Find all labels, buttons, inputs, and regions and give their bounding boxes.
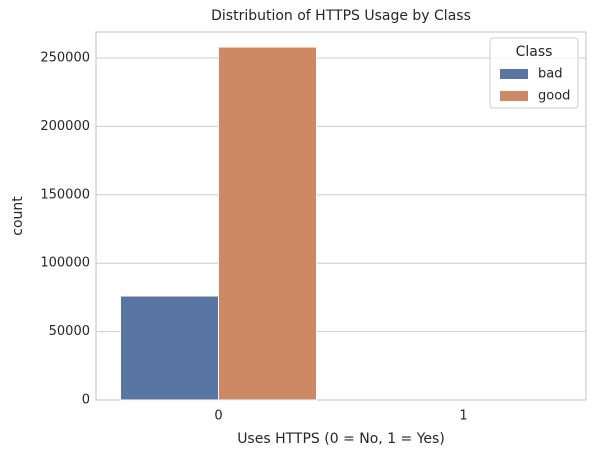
legend-label: bad [538,67,562,82]
legend-label: good [538,89,570,104]
x-tick-label: 0 [214,409,222,424]
chart-title: Distribution of HTTPS Usage by Class [211,8,471,24]
bar [218,46,317,401]
y-axis-label: count [10,196,26,236]
legend-box [489,37,579,109]
y-tick-label: 200000 [40,119,90,134]
y-tick-label: 50000 [49,324,90,339]
y-tick-label: 0 [82,393,90,408]
y-tick-label: 100000 [40,256,90,271]
legend-swatch [500,69,528,79]
legend-title: Class [516,44,553,60]
bar [120,295,219,401]
x-axis-label: Uses HTTPS (0 = No, 1 = Yes) [237,431,445,447]
y-tick-label: 150000 [40,187,90,202]
y-tick-label: 250000 [40,50,90,65]
legend-swatch [500,91,528,101]
x-tick-label: 1 [459,409,467,424]
axes-frame [95,31,587,401]
